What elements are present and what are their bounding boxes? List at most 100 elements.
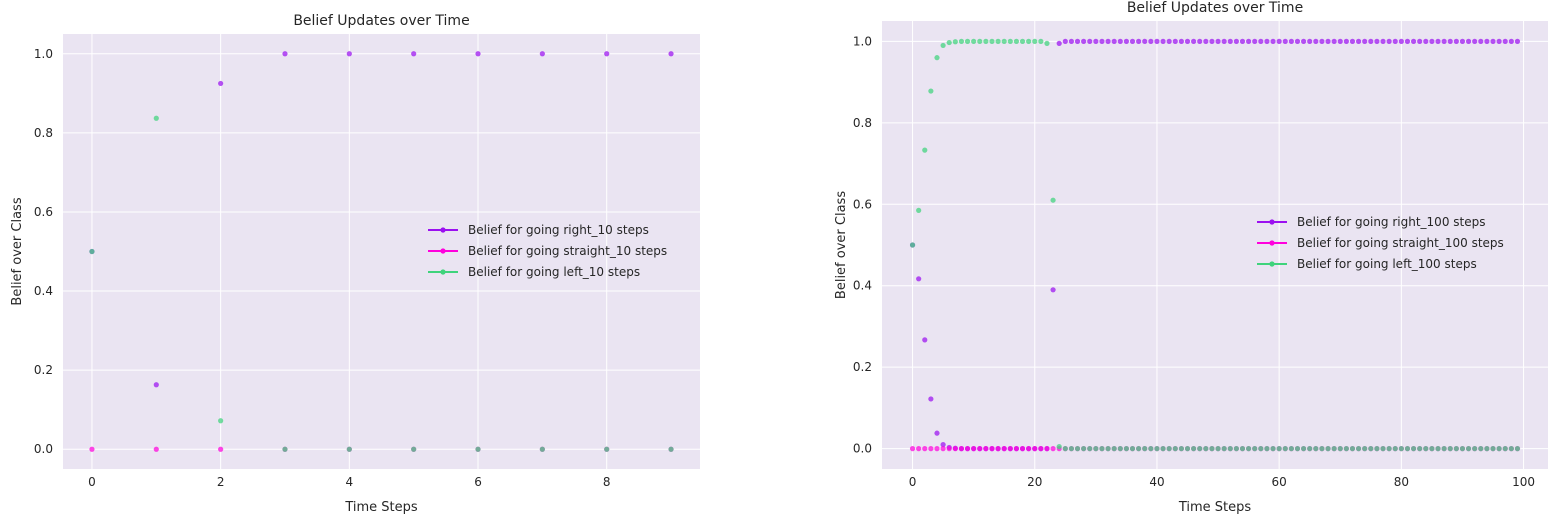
x-tick-label: 2: [217, 475, 225, 489]
y-tick-label: 0.4: [34, 284, 53, 298]
point-right-series0: [1300, 38, 1307, 44]
point-right-series2: [1044, 40, 1050, 47]
point-right-series2: [1160, 446, 1166, 452]
point-right-series1: [1032, 446, 1038, 452]
point-right-series2: [1007, 38, 1013, 44]
legend-marker: [440, 227, 446, 233]
point-right-series0: [928, 396, 934, 402]
point-right-series2: [1087, 446, 1093, 452]
point-right-series2: [1099, 446, 1105, 452]
point-right-series2: [1423, 446, 1429, 452]
points-right: [909, 38, 1521, 452]
point-right-series0: [1068, 38, 1075, 44]
point-right-series2: [1074, 446, 1081, 452]
point-right-series0: [1111, 38, 1117, 44]
point-right-series0: [1386, 38, 1392, 44]
point-right-series0: [940, 441, 946, 448]
x-tick-label: 4: [346, 475, 354, 489]
y-tick-label: 0.2: [853, 360, 872, 374]
point-right-series2: [909, 242, 916, 248]
point-right-series0: [1423, 38, 1429, 44]
x-tick-label: 8: [603, 475, 611, 489]
point-right-series2: [1380, 446, 1386, 452]
point-right-series2: [952, 39, 958, 45]
point-right-series0: [1087, 38, 1093, 44]
point-right-series0: [1270, 38, 1276, 44]
point-right-series2: [1050, 197, 1056, 203]
point-right-series2: [1026, 38, 1032, 44]
point-right-series0: [1294, 38, 1301, 44]
point-right-series2: [1032, 38, 1038, 44]
point-right-series2: [1447, 446, 1453, 452]
point-right-series1: [1019, 446, 1026, 452]
point-right-series2: [1453, 446, 1459, 452]
point-right-series2: [1123, 446, 1130, 452]
point-right-series0: [1050, 287, 1056, 293]
point-right-series2: [1221, 446, 1227, 452]
legend-marker: [1269, 240, 1275, 246]
legend-label: Belief for going left_100 steps: [1297, 257, 1477, 271]
point-right-series2: [1282, 446, 1288, 452]
y-tick-label: 0.2: [34, 363, 53, 377]
point-right-series2: [1019, 38, 1026, 44]
point-right-series2: [1300, 446, 1307, 452]
point-right-series0: [1056, 40, 1062, 47]
point-right-series0: [1441, 38, 1447, 44]
point-left-series2: [346, 446, 352, 452]
point-right-series0: [1276, 38, 1282, 44]
point-right-series2: [1386, 446, 1392, 452]
point-right-series0: [1062, 38, 1068, 44]
point-right-series2: [1081, 446, 1087, 452]
point-right-series2: [1496, 446, 1502, 452]
point-right-series0: [1081, 38, 1087, 44]
ticks-right: 0 20 40 60 80 100 0.0 0.2 0.4 0.6 0.8 1.0: [853, 34, 1535, 489]
point-left-series0: [346, 51, 352, 57]
legend-marker: [440, 248, 446, 254]
point-right-series2: [1325, 446, 1331, 452]
point-right-series2: [1349, 446, 1356, 452]
point-right-series2: [1129, 446, 1136, 452]
point-right-series2: [1294, 446, 1301, 452]
point-left-series2: [282, 446, 288, 452]
point-right-series0: [1349, 38, 1356, 44]
point-right-series1: [964, 446, 971, 452]
point-right-series2: [1154, 446, 1160, 452]
legend-right: Belief for going right_100 steps Belief f…: [1257, 215, 1504, 271]
point-right-series0: [1496, 38, 1502, 44]
x-tick-label: 6: [474, 475, 482, 489]
point-right-series0: [1514, 38, 1521, 44]
point-right-series1: [952, 446, 958, 452]
point-left-series2: [411, 446, 417, 452]
point-right-series2: [946, 39, 952, 46]
point-right-series0: [1215, 38, 1221, 44]
point-right-series0: [1191, 38, 1197, 44]
point-right-series0: [1160, 38, 1166, 44]
point-right-series2: [1209, 446, 1215, 452]
point-right-series0: [1258, 38, 1264, 44]
point-right-series2: [1136, 446, 1142, 452]
point-right-series1: [1050, 446, 1056, 452]
point-left-series2: [218, 418, 224, 424]
point-right-series1: [995, 446, 1001, 452]
point-right-series0: [1246, 38, 1252, 44]
point-right-series0: [1209, 38, 1215, 44]
plot-area-left: [63, 34, 700, 469]
point-right-series1: [1007, 446, 1013, 452]
point-right-series2: [1362, 446, 1368, 452]
point-left-series1: [153, 446, 159, 452]
point-right-series2: [1441, 446, 1447, 452]
point-right-series0: [1288, 38, 1294, 44]
point-right-series0: [1313, 38, 1319, 44]
point-right-series0: [1325, 38, 1331, 44]
y-tick-label: 0.6: [34, 205, 53, 219]
point-left-series1: [218, 446, 224, 452]
point-right-series0: [1368, 38, 1374, 44]
point-right-series0: [1319, 38, 1325, 44]
point-right-series1: [940, 446, 946, 452]
point-right-series2: [1331, 446, 1337, 452]
point-right-series2: [1172, 446, 1178, 452]
x-tick-label: 0: [909, 475, 917, 489]
point-right-series2: [977, 38, 983, 44]
point-right-series0: [1166, 38, 1172, 44]
x-tick-label: 40: [1149, 475, 1164, 489]
